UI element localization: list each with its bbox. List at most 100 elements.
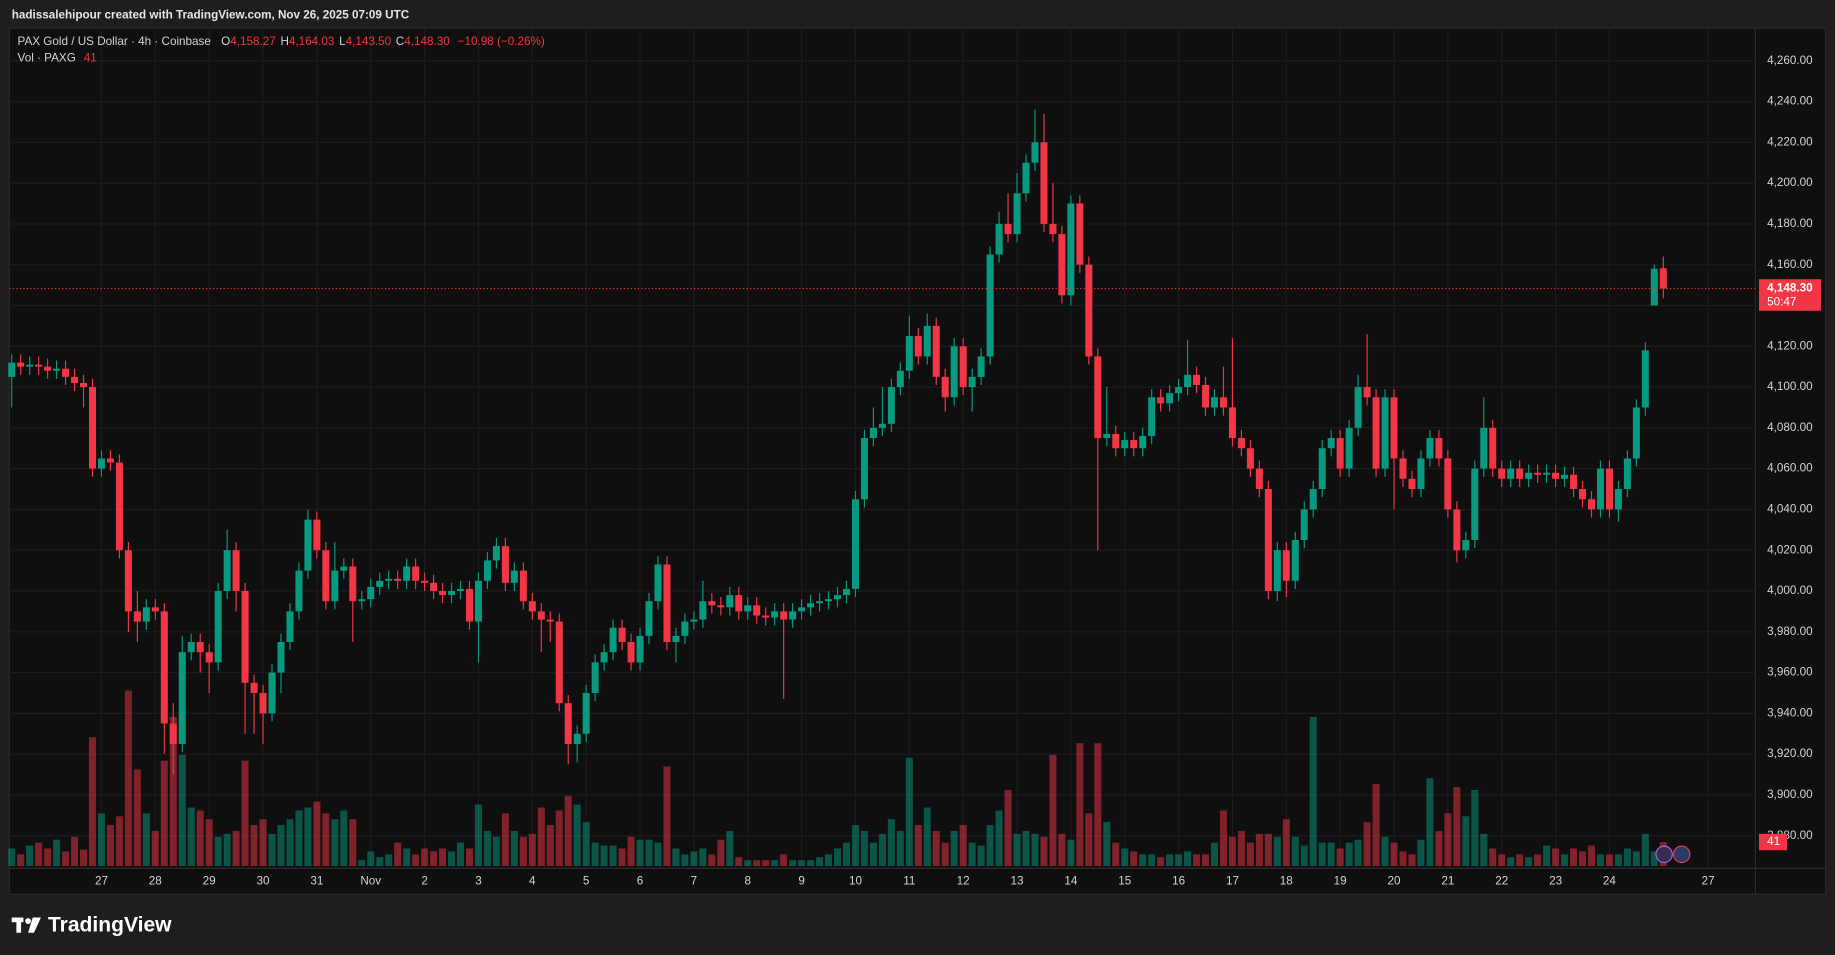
candle-body bbox=[17, 362, 25, 367]
volume-bar bbox=[133, 769, 141, 867]
volume-bar bbox=[1121, 848, 1129, 867]
volume-bar bbox=[1022, 830, 1030, 867]
volume-bar bbox=[537, 807, 545, 867]
volume-bar bbox=[250, 825, 258, 867]
logo: TradingView bbox=[11, 913, 172, 936]
candle-body bbox=[627, 641, 635, 663]
candle-body bbox=[421, 580, 429, 583]
volume-bar bbox=[950, 830, 958, 867]
volume-bar bbox=[878, 833, 886, 867]
volume-bar bbox=[914, 825, 922, 867]
candle-body bbox=[1345, 427, 1353, 469]
candle-body bbox=[1435, 438, 1443, 459]
volume-bar bbox=[986, 825, 994, 867]
volume-bar bbox=[663, 766, 671, 867]
candle-body bbox=[1282, 550, 1290, 581]
volume-bar bbox=[26, 845, 34, 867]
volume-bar bbox=[1202, 854, 1210, 867]
volume-pane bbox=[8, 690, 1667, 867]
volume-bar bbox=[35, 842, 43, 867]
x-tick-label: 24 bbox=[1603, 874, 1617, 887]
volume-bar bbox=[1381, 836, 1389, 867]
volume-bar bbox=[367, 851, 375, 867]
volume-bar bbox=[88, 737, 96, 867]
candle-body bbox=[1103, 433, 1111, 439]
volume-bar bbox=[1282, 819, 1290, 867]
candle-body bbox=[986, 254, 994, 357]
candle-body bbox=[1399, 458, 1407, 479]
volume-bar bbox=[268, 833, 276, 867]
candle-body bbox=[833, 595, 842, 600]
candle-body bbox=[771, 611, 779, 618]
volume-bar bbox=[214, 836, 222, 867]
volume-bar bbox=[1650, 851, 1658, 867]
x-tick-label: 15 bbox=[1118, 874, 1132, 887]
y-tick-label: 4,120.00 bbox=[1767, 339, 1813, 352]
volume-bar bbox=[1354, 839, 1362, 867]
candle-body bbox=[1085, 264, 1093, 357]
volume-bar bbox=[1139, 854, 1147, 867]
volume-bar bbox=[546, 825, 554, 867]
volume-bar bbox=[1219, 810, 1227, 867]
candle-body bbox=[968, 376, 976, 388]
volume-bar bbox=[1300, 845, 1308, 867]
candles bbox=[8, 109, 1756, 775]
volume-bar bbox=[510, 830, 518, 867]
volume-bar bbox=[331, 819, 339, 867]
countdown: 50:47 bbox=[1767, 296, 1796, 309]
candle-body bbox=[896, 370, 904, 388]
ohlc: O4,158.27 H4,164.03 L4,143.50 C4,148.30 bbox=[221, 35, 450, 48]
volume-bar bbox=[241, 760, 249, 867]
candle-body bbox=[744, 605, 752, 612]
volume-bar bbox=[1013, 833, 1021, 867]
y-tick-label: 4,080.00 bbox=[1767, 421, 1813, 434]
candle-body bbox=[1318, 448, 1326, 490]
volume-tag-label: 41 bbox=[1767, 835, 1780, 848]
x-tick-label: 7 bbox=[691, 874, 698, 887]
volume-bar bbox=[1632, 851, 1640, 867]
x-tick-label: 23 bbox=[1549, 874, 1562, 887]
volume-bar bbox=[618, 848, 626, 867]
y-tick-label: 4,020.00 bbox=[1767, 543, 1813, 556]
candle-body bbox=[88, 387, 96, 469]
volume-bar bbox=[295, 810, 303, 867]
candle-body bbox=[995, 223, 1003, 255]
volume-bar bbox=[1534, 854, 1542, 867]
candle-body bbox=[1058, 234, 1066, 296]
volume-bar bbox=[825, 854, 833, 867]
candle-body bbox=[672, 635, 680, 642]
ohlc-label: H bbox=[280, 35, 288, 48]
candle-body bbox=[250, 682, 258, 693]
candle-body bbox=[214, 591, 222, 663]
y-tick-label: 3,940.00 bbox=[1767, 706, 1813, 719]
candle-body bbox=[1094, 356, 1102, 439]
candle-body bbox=[878, 423, 886, 428]
volume-bar bbox=[923, 807, 931, 867]
logo-text: TradingView bbox=[48, 913, 172, 936]
candle-body bbox=[869, 427, 877, 439]
volume-bar bbox=[1462, 816, 1470, 867]
volume-bar bbox=[1067, 839, 1075, 867]
change: −10.98 (−0.26%) bbox=[458, 35, 545, 48]
ohlc-value: 4,148.30 bbox=[404, 35, 450, 48]
candle-body bbox=[71, 376, 79, 383]
candle-body bbox=[1543, 472, 1551, 475]
volume-bar bbox=[1417, 839, 1425, 867]
candle-body bbox=[654, 564, 662, 602]
candle-body bbox=[1632, 407, 1640, 459]
candle-body bbox=[1650, 268, 1658, 306]
volume-bar bbox=[1570, 848, 1578, 867]
volume-bar bbox=[816, 857, 824, 867]
y-tick-label: 3,900.00 bbox=[1767, 788, 1813, 801]
candle-body bbox=[133, 611, 141, 622]
candle-body bbox=[1022, 162, 1030, 194]
volume-bar bbox=[169, 716, 177, 867]
candle-body bbox=[699, 601, 707, 620]
volume-bar bbox=[1614, 854, 1622, 867]
volume-bar bbox=[1399, 851, 1407, 867]
volume-bar bbox=[1426, 778, 1434, 867]
volume-bar bbox=[62, 851, 70, 867]
volume-bar bbox=[1435, 830, 1443, 867]
volume-bar bbox=[1175, 854, 1183, 867]
volume-bar bbox=[1157, 857, 1165, 867]
